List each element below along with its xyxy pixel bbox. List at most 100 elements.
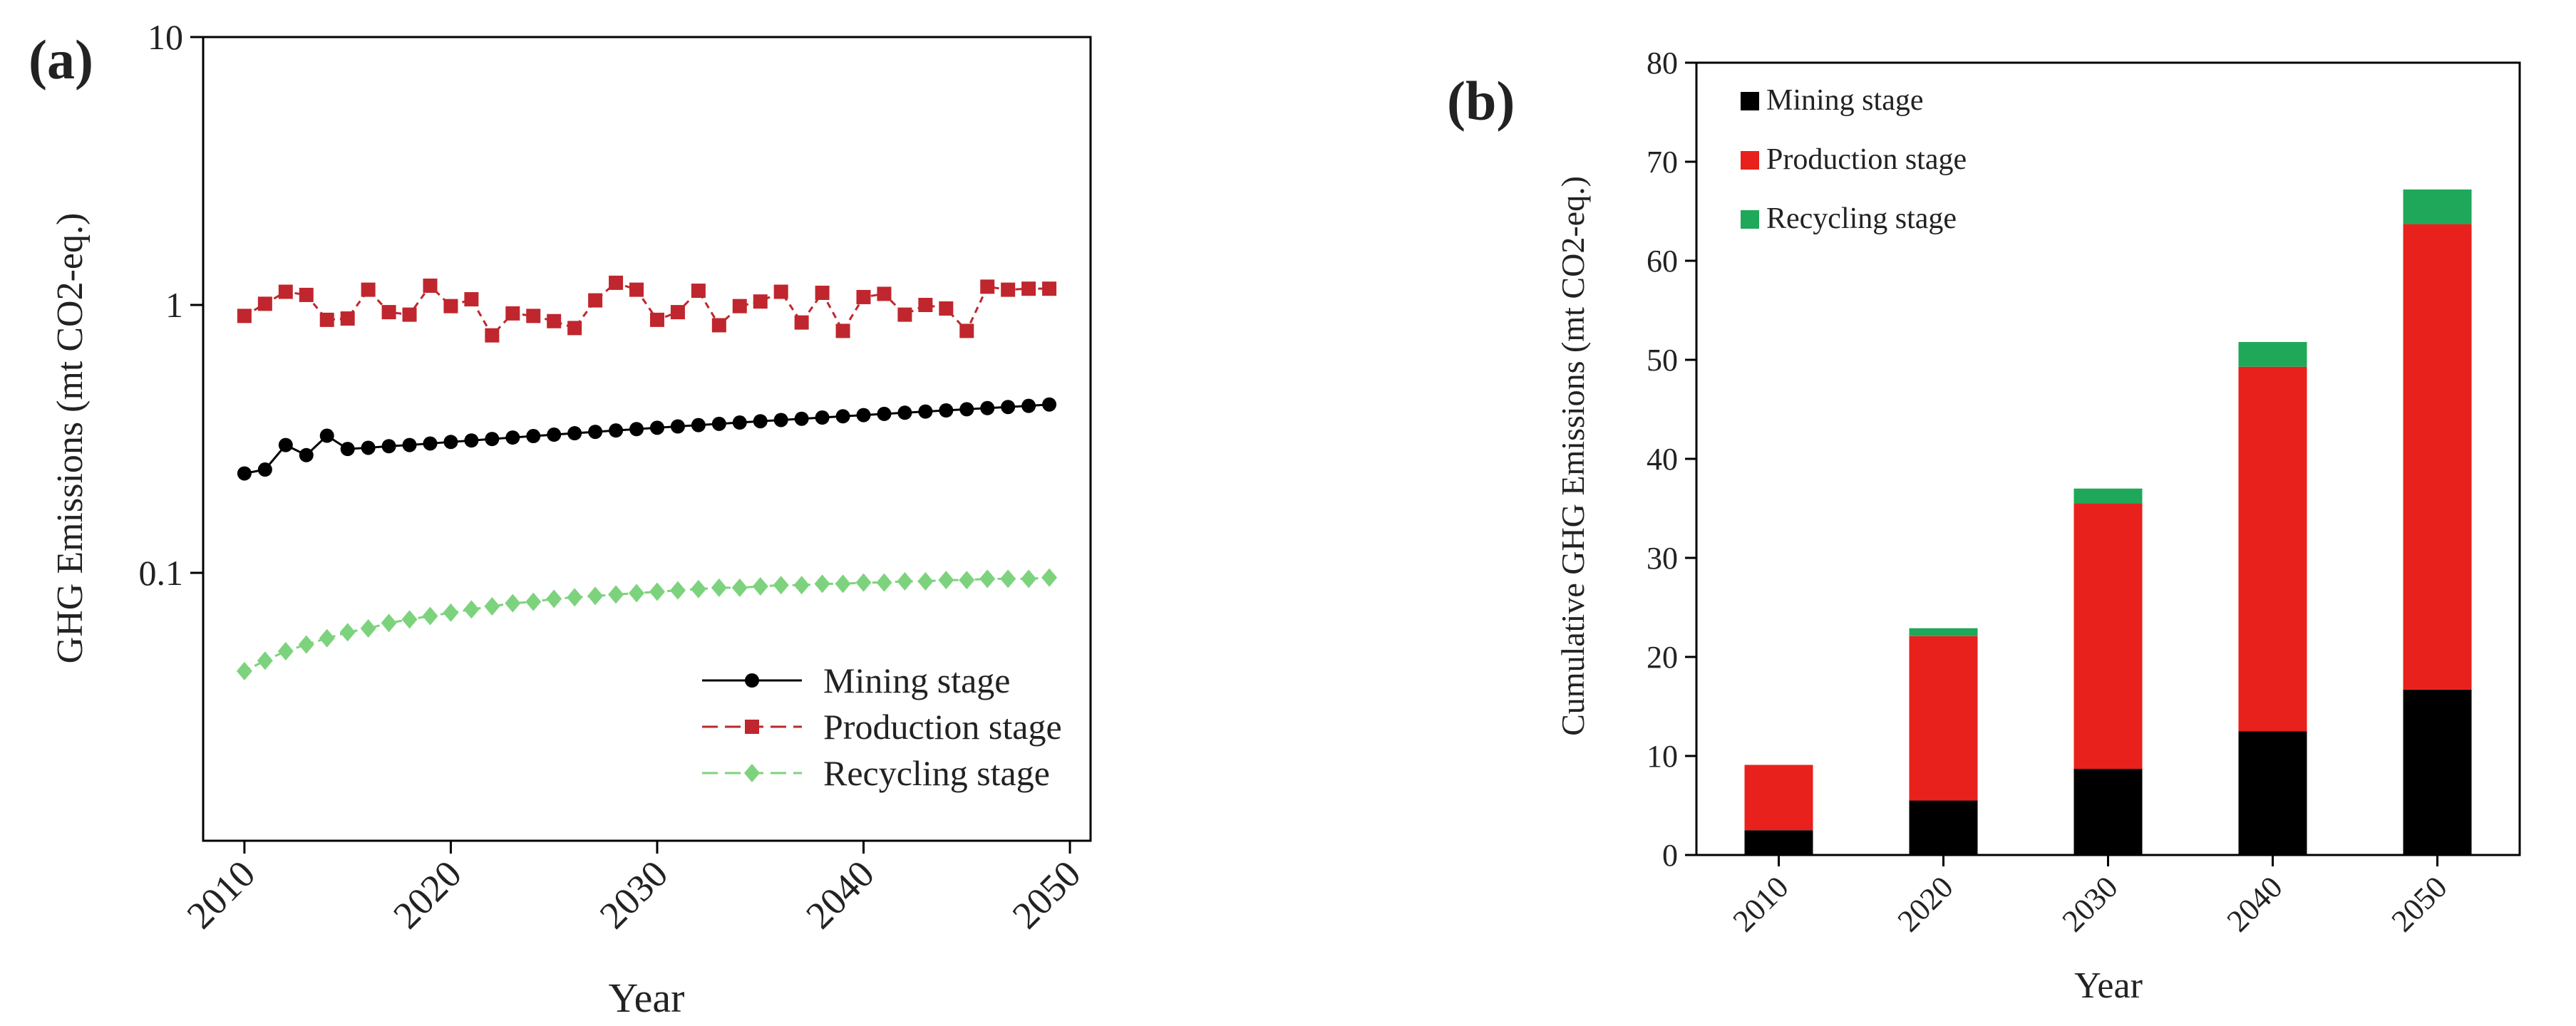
panel-a-data-point (588, 425, 603, 440)
panel-b-bar-segment (2238, 366, 2307, 732)
panel-a-data-point (877, 286, 892, 301)
panel-a-data-point (526, 429, 541, 444)
panel-a-data-point (277, 641, 294, 660)
panel-a-data-point (361, 282, 376, 297)
panel-a-data-point (1001, 282, 1016, 297)
panel-a-data-point (711, 416, 726, 431)
panel-b-legend: Mining stage Production stage Recycling st… (1741, 84, 1967, 235)
panel-b-legend-swatch (1741, 210, 1759, 229)
panel-b-bar-segment (2073, 769, 2143, 855)
panel-a-data-point (1041, 568, 1058, 587)
panel-a-data-point (485, 328, 500, 343)
panel-a-data-point (381, 613, 397, 633)
panel-a-legend-label: Production stage (823, 707, 1062, 747)
panel-b-y-tick-label: 60 (1647, 244, 1678, 279)
panel-a-data-point (980, 279, 995, 294)
panel-a-data-point (856, 289, 871, 304)
panel-b-bar-segment (2073, 503, 2143, 770)
panel-a-data-point (835, 409, 850, 424)
panel-a-data-point (897, 405, 912, 420)
panel-b-bar-segment (1744, 765, 1813, 831)
panel-a-x-tick-label: 2030 (592, 852, 676, 937)
panel-a-data-point (278, 437, 293, 452)
panel-a-data-point (1001, 400, 1016, 415)
panel-a-data-point (794, 315, 809, 330)
panel-a-data-point (669, 581, 686, 600)
panel-a-x-tick-label: 2040 (798, 852, 882, 937)
panel-a-data-point (732, 299, 747, 314)
panel-a-data-point (361, 440, 376, 455)
panel-a-y-tick-label: 1 (165, 285, 183, 325)
panel-a-data-point (918, 298, 933, 312)
panel-a-data-point (526, 309, 541, 323)
panel-a-data-point (815, 285, 830, 300)
panel-a-data-point (1000, 569, 1016, 589)
panel-a-data-point (731, 578, 748, 597)
panel-a-data-point (690, 579, 706, 598)
panel-b-x-axis-label: Year (2074, 965, 2143, 1006)
panel-a-data-point (547, 314, 562, 328)
panel-a-data-point (381, 305, 396, 320)
panel-a-data-point (835, 323, 850, 338)
panel-a-data-point (547, 428, 562, 442)
panel-b-y-axis-label: Cumulative GHG Emissions (mt CO2-eq.) (1555, 176, 1591, 736)
panel-b-bar-segment (2238, 341, 2307, 367)
panel-a-data-point (1021, 281, 1036, 296)
panel-a-data-point (257, 296, 272, 311)
panel-b-x-tick-label: 2030 (2056, 869, 2125, 938)
panel-a-data-point (278, 284, 293, 299)
panel-a-data-point (1042, 281, 1057, 296)
panel-a-data-point (340, 442, 355, 457)
panel-b-bar-segment (2403, 224, 2472, 690)
panel-b-x-tick-label: 2040 (2220, 869, 2289, 938)
panel-a-data-point (876, 573, 892, 592)
panel-b-legend-label: Production stage (1766, 143, 1967, 176)
panel-b-y-tick-label: 50 (1647, 343, 1678, 378)
panel-a-data-point (485, 432, 500, 447)
panel-a-data-point (794, 411, 809, 426)
panel-a-data-point (484, 596, 500, 616)
panel-a-data-point (423, 436, 438, 451)
panel-a-data-point (1021, 569, 1037, 589)
panel-a-y-tick-label: 10 (148, 17, 183, 57)
panel-a-data-point (670, 419, 685, 434)
panel-a-data-point (649, 312, 664, 327)
panel-a-data-point (505, 306, 520, 321)
panel-a-data-point (939, 403, 954, 418)
panel-a-data-point (753, 414, 768, 429)
panel-a-data-point (938, 571, 954, 590)
panel-b-y-tick-label: 80 (1647, 46, 1678, 81)
panel-b-bars (1744, 189, 2472, 855)
panel-a-data-point (691, 284, 706, 299)
panel-a-data-point (464, 292, 479, 307)
panel-a-data-point (752, 577, 768, 596)
panel-b-legend-label: Recycling stage (1766, 202, 1957, 235)
panel-a-series (236, 275, 1058, 680)
panel-a-data-point (422, 606, 438, 626)
panel-a-data-point (443, 435, 458, 450)
panel-a-line-chart: (a) 0.1 1 10 2010 2020 2030 2040 2050 GHG Emiss… (29, 17, 1092, 1021)
panel-a-data-point (423, 278, 438, 293)
panel-a-data-point (505, 594, 521, 613)
panel-a-data-point (609, 423, 624, 438)
panel-a-data-point (299, 447, 314, 462)
panel-a-data-point (464, 433, 479, 448)
panel-a-data-point (319, 428, 334, 443)
panel-b-y-tick-label: 40 (1647, 442, 1678, 477)
panel-a-data-point (257, 462, 272, 477)
panel-a-x-axis-label: Year (609, 975, 685, 1021)
panel-a-data-point (588, 293, 603, 308)
panel-a-data-point (401, 610, 418, 629)
panel-a-y-axis-label: GHG Emissions (mt CO2-eq.) (50, 213, 91, 664)
panel-a-data-point (980, 400, 995, 415)
panel-a-data-point (567, 426, 582, 441)
panel-a-plot-area (202, 36, 1092, 842)
panel-a-data-point (711, 578, 727, 597)
panel-b-legend-swatch (1741, 151, 1759, 170)
panel-a-data-point (793, 576, 810, 595)
panel-a-data-point (298, 635, 314, 654)
panel-a-data-point (835, 574, 851, 594)
panel-b-bar-segment (2073, 488, 2143, 504)
panel-a-data-point (587, 586, 604, 606)
